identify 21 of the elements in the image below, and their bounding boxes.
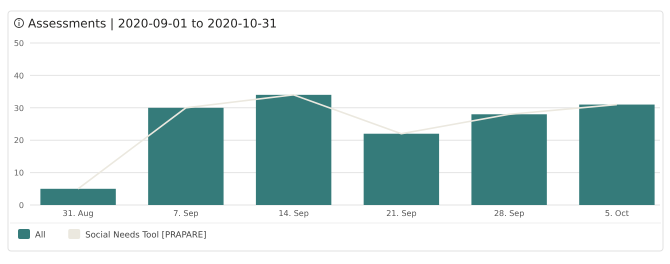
x-tick-label: 28. Sep [494, 209, 524, 218]
x-tick-label: 5. Oct [604, 209, 629, 218]
bar [471, 114, 547, 205]
legend-label: All [35, 230, 46, 240]
x-tick-label: 7. Sep [173, 209, 198, 218]
y-tick-label: 40 [14, 71, 24, 80]
x-tick-label: 31. Aug [62, 209, 94, 218]
y-tick-label: 20 [14, 136, 24, 146]
chart-title: Assessments | 2020-09-01 to 2020-10-31 [28, 16, 278, 30]
bar [40, 188, 116, 205]
y-tick-label: 30 [14, 104, 24, 113]
x-tick-label: 14. Sep [278, 209, 309, 218]
bar [148, 108, 224, 205]
x-tick-label: 21. Sep [386, 209, 417, 218]
bar [364, 134, 440, 205]
y-tick-label: 0 [18, 201, 24, 210]
y-tick-label: 10 [14, 168, 24, 178]
legend-label: Social Needs Tool [PRAPARE] [85, 230, 206, 240]
bar [579, 104, 655, 205]
bar [256, 94, 332, 205]
y-tick-label: 50 [14, 39, 24, 48]
